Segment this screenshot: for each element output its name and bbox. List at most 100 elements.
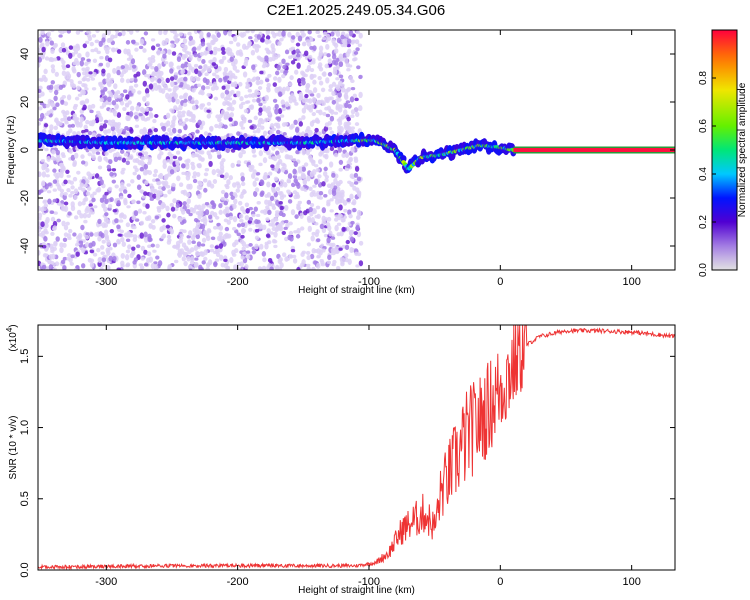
noise-speck — [94, 39, 100, 44]
noise-speck — [288, 254, 294, 259]
noise-speck — [166, 159, 171, 163]
noise-speck — [191, 88, 196, 93]
noise-speck — [253, 190, 258, 197]
noise-speck — [208, 50, 214, 55]
noise-speck — [143, 31, 149, 36]
noise-speck — [309, 211, 314, 217]
noise-speck — [111, 47, 116, 52]
noise-speck — [209, 244, 215, 249]
noise-speck — [208, 81, 213, 87]
noise-speck — [44, 56, 50, 61]
noise-speck — [81, 160, 86, 165]
noise-speck — [84, 207, 89, 214]
noise-speck — [85, 242, 90, 248]
noise-speck — [44, 112, 49, 116]
noise-speck — [311, 112, 316, 117]
noise-speck — [49, 100, 54, 107]
noise-speck — [129, 30, 134, 35]
noise-speck — [309, 67, 315, 73]
noise-speck — [223, 96, 229, 102]
noise-speck — [327, 72, 333, 77]
noise-speck — [324, 63, 329, 69]
noise-speck — [43, 123, 49, 128]
noise-speck — [262, 157, 268, 164]
noise-speck — [46, 85, 51, 90]
noise-speck — [108, 255, 113, 262]
noise-speck — [134, 124, 140, 129]
noise-speck — [186, 256, 191, 262]
noise-speck — [338, 116, 343, 123]
noise-speck — [291, 182, 296, 188]
noise-speck — [75, 251, 80, 257]
noise-speck — [257, 56, 263, 61]
noise-speck — [345, 33, 350, 38]
noise-speck — [200, 41, 206, 47]
noise-speck — [357, 43, 363, 48]
noise-speck — [70, 205, 76, 212]
noise-speck — [182, 95, 188, 100]
noise-speck — [64, 121, 69, 125]
noise-speck — [277, 41, 282, 47]
noise-speck — [294, 101, 299, 106]
noise-speck — [107, 101, 113, 106]
noise-speck — [85, 232, 90, 236]
noise-speck — [107, 186, 113, 192]
noise-speck — [284, 256, 289, 262]
noise-speck — [323, 193, 328, 198]
noise-speck — [59, 247, 64, 254]
noise-speck — [275, 116, 280, 121]
noise-speck — [139, 265, 145, 270]
noise-speck — [344, 152, 350, 159]
noise-speck — [254, 187, 260, 193]
noise-speck — [102, 123, 108, 129]
noise-speck — [282, 64, 287, 70]
noise-speck — [49, 210, 55, 214]
noise-speck — [275, 70, 280, 76]
noise-speck — [98, 231, 103, 238]
noise-speck — [238, 81, 243, 87]
noise-speck — [52, 246, 57, 251]
noise-speck — [251, 149, 256, 154]
noise-speck — [358, 32, 363, 39]
noise-speck — [57, 157, 62, 162]
noise-speck — [108, 37, 113, 43]
noise-speck — [75, 45, 81, 52]
noise-speck — [171, 183, 176, 187]
noise-speck — [279, 147, 285, 154]
y-tick-label: 1.5 — [19, 349, 31, 364]
noise-speck — [122, 106, 127, 112]
noise-speck — [301, 41, 307, 47]
noise-speck — [280, 166, 286, 173]
noise-speck — [200, 218, 205, 223]
noise-speck — [131, 199, 136, 205]
noise-speck — [262, 257, 267, 263]
noise-speck — [346, 67, 351, 72]
noise-speck — [151, 45, 156, 51]
noise-speck — [269, 266, 274, 270]
noise-speck — [134, 47, 139, 52]
noise-speck — [223, 200, 228, 206]
noise-speck — [219, 254, 224, 261]
noise-speck — [252, 180, 257, 187]
noise-speck — [321, 36, 327, 41]
noise-speck — [114, 184, 119, 189]
noise-speck — [205, 50, 210, 55]
noise-speck — [51, 149, 56, 155]
noise-speck — [286, 189, 291, 194]
noise-speck — [346, 198, 351, 202]
noise-speck — [190, 255, 195, 263]
noise-speck — [334, 246, 339, 252]
noise-speck — [63, 101, 69, 106]
noise-speck — [61, 60, 66, 65]
noise-speck — [294, 69, 299, 75]
noise-speck — [295, 42, 301, 47]
noise-speck — [281, 74, 286, 79]
noise-speck — [144, 73, 149, 78]
noise-speck — [187, 239, 192, 245]
noise-speck — [343, 92, 349, 99]
noise-speck — [215, 74, 220, 79]
noise-speck — [275, 186, 281, 192]
noise-speck — [228, 117, 233, 122]
noise-speck — [197, 180, 202, 185]
